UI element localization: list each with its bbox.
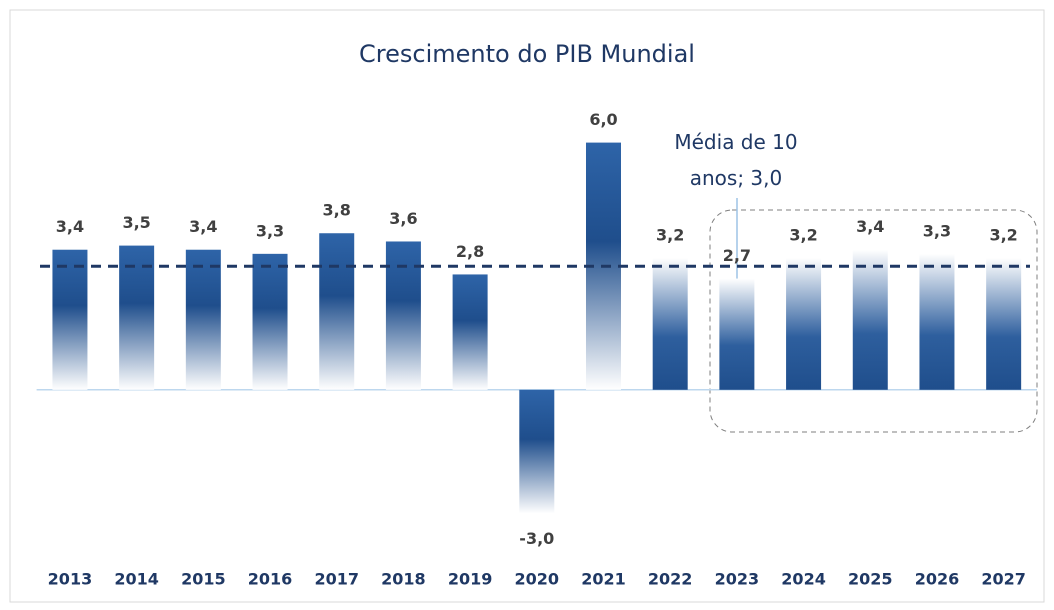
data-label: 6,0 bbox=[589, 110, 617, 129]
data-label: 3,5 bbox=[122, 213, 150, 232]
bar bbox=[319, 233, 355, 390]
data-label: 2,7 bbox=[723, 246, 751, 265]
data-label: 3,3 bbox=[256, 221, 284, 240]
bar bbox=[519, 389, 555, 514]
data-label: 3,8 bbox=[323, 201, 351, 220]
x-tick-label: 2019 bbox=[448, 570, 493, 589]
x-tick-label: 2018 bbox=[381, 570, 426, 589]
bar bbox=[119, 245, 155, 390]
chart-title: Crescimento do PIB Mundial bbox=[359, 40, 695, 68]
x-tick-label: 2015 bbox=[181, 570, 226, 589]
x-tick-label: 2026 bbox=[915, 570, 960, 589]
bar bbox=[986, 257, 1022, 390]
data-label: -3,0 bbox=[519, 529, 554, 548]
x-tick-label: 2014 bbox=[114, 570, 159, 589]
bar bbox=[786, 257, 822, 390]
x-tick-label: 2017 bbox=[314, 570, 359, 589]
x-tick-label: 2022 bbox=[648, 570, 693, 589]
x-tick-label: 2025 bbox=[848, 570, 893, 589]
bar bbox=[52, 249, 88, 390]
data-label: 3,4 bbox=[856, 217, 884, 236]
x-tick-label: 2021 bbox=[581, 570, 626, 589]
bar bbox=[719, 278, 755, 390]
data-label: 3,6 bbox=[389, 209, 417, 228]
data-label: 3,4 bbox=[189, 217, 217, 236]
data-label: 3,2 bbox=[789, 225, 817, 244]
x-tick-label: 2027 bbox=[981, 570, 1026, 589]
bar bbox=[919, 253, 955, 390]
data-label: 3,4 bbox=[56, 217, 84, 236]
bar bbox=[252, 253, 288, 390]
x-tick-label: 2020 bbox=[515, 570, 560, 589]
x-tick-label: 2016 bbox=[248, 570, 293, 589]
data-label: 3,3 bbox=[923, 221, 951, 240]
bar bbox=[385, 241, 421, 390]
bar bbox=[185, 249, 221, 390]
forecast-box bbox=[709, 209, 1038, 433]
average-annotation: Média de 10 anos; 3,0 bbox=[674, 130, 798, 190]
x-tick-label: 2013 bbox=[48, 570, 93, 589]
bar bbox=[452, 274, 488, 390]
data-label: 3,2 bbox=[656, 225, 684, 244]
data-label: 2,8 bbox=[456, 242, 484, 261]
data-label: 3,2 bbox=[989, 225, 1017, 244]
x-tick-label: 2023 bbox=[715, 570, 760, 589]
x-tick-label: 2024 bbox=[781, 570, 826, 589]
bar bbox=[852, 249, 888, 390]
bar bbox=[652, 257, 688, 390]
